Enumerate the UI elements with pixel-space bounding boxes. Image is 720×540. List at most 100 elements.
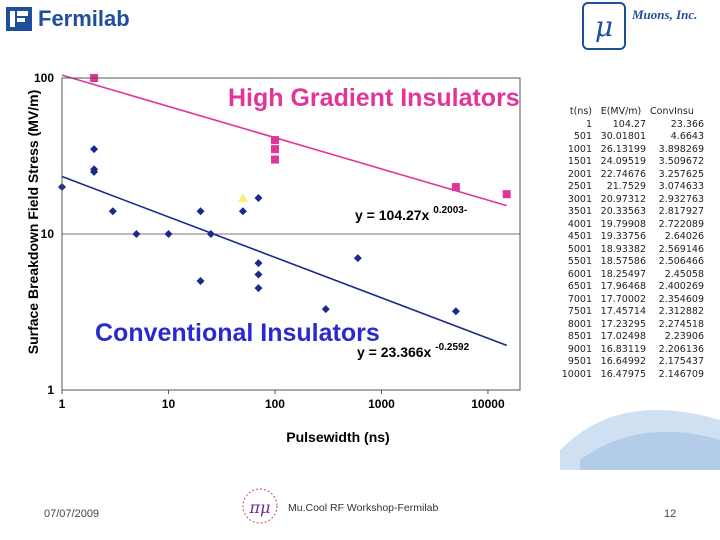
conventional-point — [108, 207, 117, 216]
table-cell-conv: 2.817927 — [658, 206, 704, 217]
table-row: 8501 17.02498 2.23906 — [556, 331, 706, 344]
table-cell-time: 6001 — [567, 268, 592, 280]
conventional-point — [90, 145, 99, 154]
conv-fit-eq-exponent: -0.2592 — [435, 342, 469, 353]
table-row: 3001 20.97312 2.932763 — [556, 194, 706, 207]
table-row: 5501 18.57586 2.506466 — [556, 256, 706, 269]
table-cell-field: 30.01801 — [600, 131, 646, 142]
table-cell-time: 9001 — [567, 343, 592, 355]
x-tick-label: 100 — [265, 397, 285, 411]
table-row: 2001 22.74676 3.257625 — [556, 169, 706, 182]
table-cell-conv: 2.354609 — [658, 293, 704, 305]
table-cell-conv: 3.074633 — [658, 181, 704, 192]
highlighted-point — [237, 193, 248, 203]
mucool-logo: πμ — [242, 488, 278, 524]
table-cell-time: 6501 — [567, 281, 592, 292]
table-row: 4501 19.33756 2.64026 — [556, 231, 706, 244]
table-cell-field: 16.64992 — [600, 356, 646, 367]
conventional-point — [254, 270, 263, 279]
table-cell-conv: 2.400269 — [658, 281, 704, 292]
table-cell-time: 1501 — [567, 156, 592, 167]
table-cell-conv: 2.23906 — [664, 331, 704, 342]
y-tick-label: 1 — [47, 383, 54, 397]
table-cell-time: 9501 — [567, 356, 592, 367]
table-cell-time: 3001 — [567, 193, 592, 205]
table-cell-time: 8501 — [567, 331, 592, 342]
table-row: 7001 17.70002 2.354609 — [556, 294, 706, 307]
table-cell-time: 10001 — [561, 368, 592, 380]
high-gradient-point — [451, 183, 460, 192]
table-cell-field: 19.33756 — [600, 231, 646, 242]
x-tick-label: 1000 — [368, 397, 395, 411]
plot-frame — [61, 77, 521, 391]
table-cell-field: 21.7529 — [606, 181, 646, 192]
y-tick-label: 100 — [34, 71, 54, 85]
table-cell-conv: 2.64026 — [664, 231, 704, 242]
table-cell-conv: 2.175437 — [658, 356, 704, 367]
table-cell-conv: 2.312882 — [658, 306, 704, 317]
y-axis-label: Surface Breakdown Field Stress (MV/m) — [25, 90, 41, 355]
conventional-fit-line — [61, 175, 507, 347]
table-cell-field: 17.96468 — [600, 281, 646, 292]
table-cell-field: 17.45714 — [600, 306, 646, 317]
table-cell-conv: 2.506466 — [658, 256, 704, 267]
table-cell-time: 4501 — [567, 231, 592, 242]
table-cell-time: 3501 — [567, 206, 592, 217]
table-cell-time: 501 — [573, 131, 592, 142]
fit-lines — [61, 74, 507, 347]
table-cell-field: 17.70002 — [600, 293, 646, 305]
muons-logo: μ — [582, 2, 626, 50]
table-cell-field: 22.74676 — [600, 168, 646, 180]
conventional-point — [451, 307, 460, 316]
col-header-time: t(ns) — [569, 106, 592, 117]
x-tick-label: 1 — [59, 397, 66, 411]
data-points — [58, 74, 511, 316]
table-cell-field: 20.33563 — [600, 206, 646, 217]
high-fit-eq-base: y = 104.27x — [355, 207, 430, 223]
table-cell-conv: 2.274518 — [658, 318, 704, 330]
footer-date: 07/07/2009 — [44, 508, 100, 520]
table-row: 10001 16.47975 2.146709 — [556, 369, 706, 382]
partner-name: Muons, Inc. — [632, 7, 698, 22]
table-row: 1501 24.09519 3.509672 — [556, 156, 706, 169]
table-cell-field: 24.09519 — [600, 156, 646, 167]
table-cell-conv: 2.206136 — [658, 343, 704, 355]
table-cell-conv: 4.6643 — [670, 131, 704, 142]
fermilab-logo: Fermilab — [6, 6, 130, 32]
mu-symbol: μ — [594, 9, 614, 43]
table-row: 3501 20.33563 2.817927 — [556, 206, 706, 219]
x-axis-label: Pulsewidth (ns) — [286, 429, 389, 445]
table-cell-field: 20.97312 — [600, 193, 646, 205]
fit-values-table: t(ns) E(MV/m) ConvInsu 1 104.27 23.366 501 3… — [556, 106, 706, 381]
high-gradient-point — [270, 136, 279, 145]
table-cell-field: 18.93382 — [600, 243, 646, 255]
conventional-point — [206, 230, 215, 238]
fermilab-emblem-icon — [6, 7, 32, 31]
conventional-point — [90, 167, 99, 176]
high-gradient-fit-line — [61, 74, 507, 207]
high-fit-eq-exponent: 0.2003- — [433, 205, 467, 216]
table-cell-field: 17.23295 — [600, 318, 646, 330]
mucool-logo-symbol: πμ — [249, 498, 271, 517]
table-row: 501 30.01801 4.6643 — [556, 131, 706, 144]
conventional-point — [353, 254, 362, 263]
table-cell-field: 16.83119 — [600, 343, 646, 355]
table-row: 5001 18.93382 2.569146 — [556, 244, 706, 257]
footer-title: Mu.Cool RF Workshop-Fermilab — [288, 502, 439, 514]
table-row: 9001 16.83119 2.206136 — [556, 344, 706, 357]
table-cell-time: 2501 — [567, 181, 592, 192]
table-cell-conv: 3.898269 — [658, 143, 704, 155]
table-cell-conv: 2.569146 — [658, 243, 704, 255]
table-cell-time: 7501 — [567, 306, 592, 317]
y-tick-label: 10 — [41, 227, 55, 241]
table-row: 6001 18.25497 2.45058 — [556, 269, 706, 282]
conventional-point — [254, 284, 263, 293]
table-cell-time: 1001 — [567, 143, 592, 155]
x-tick-label: 10000 — [471, 397, 505, 411]
high-fit-equation: y = 104.27x 0.2003- — [355, 205, 467, 223]
table-row: 4001 19.79908 2.722089 — [556, 219, 706, 232]
conventional-point — [238, 207, 247, 216]
high-gradient-point — [270, 145, 279, 154]
conventional-point — [164, 230, 173, 238]
